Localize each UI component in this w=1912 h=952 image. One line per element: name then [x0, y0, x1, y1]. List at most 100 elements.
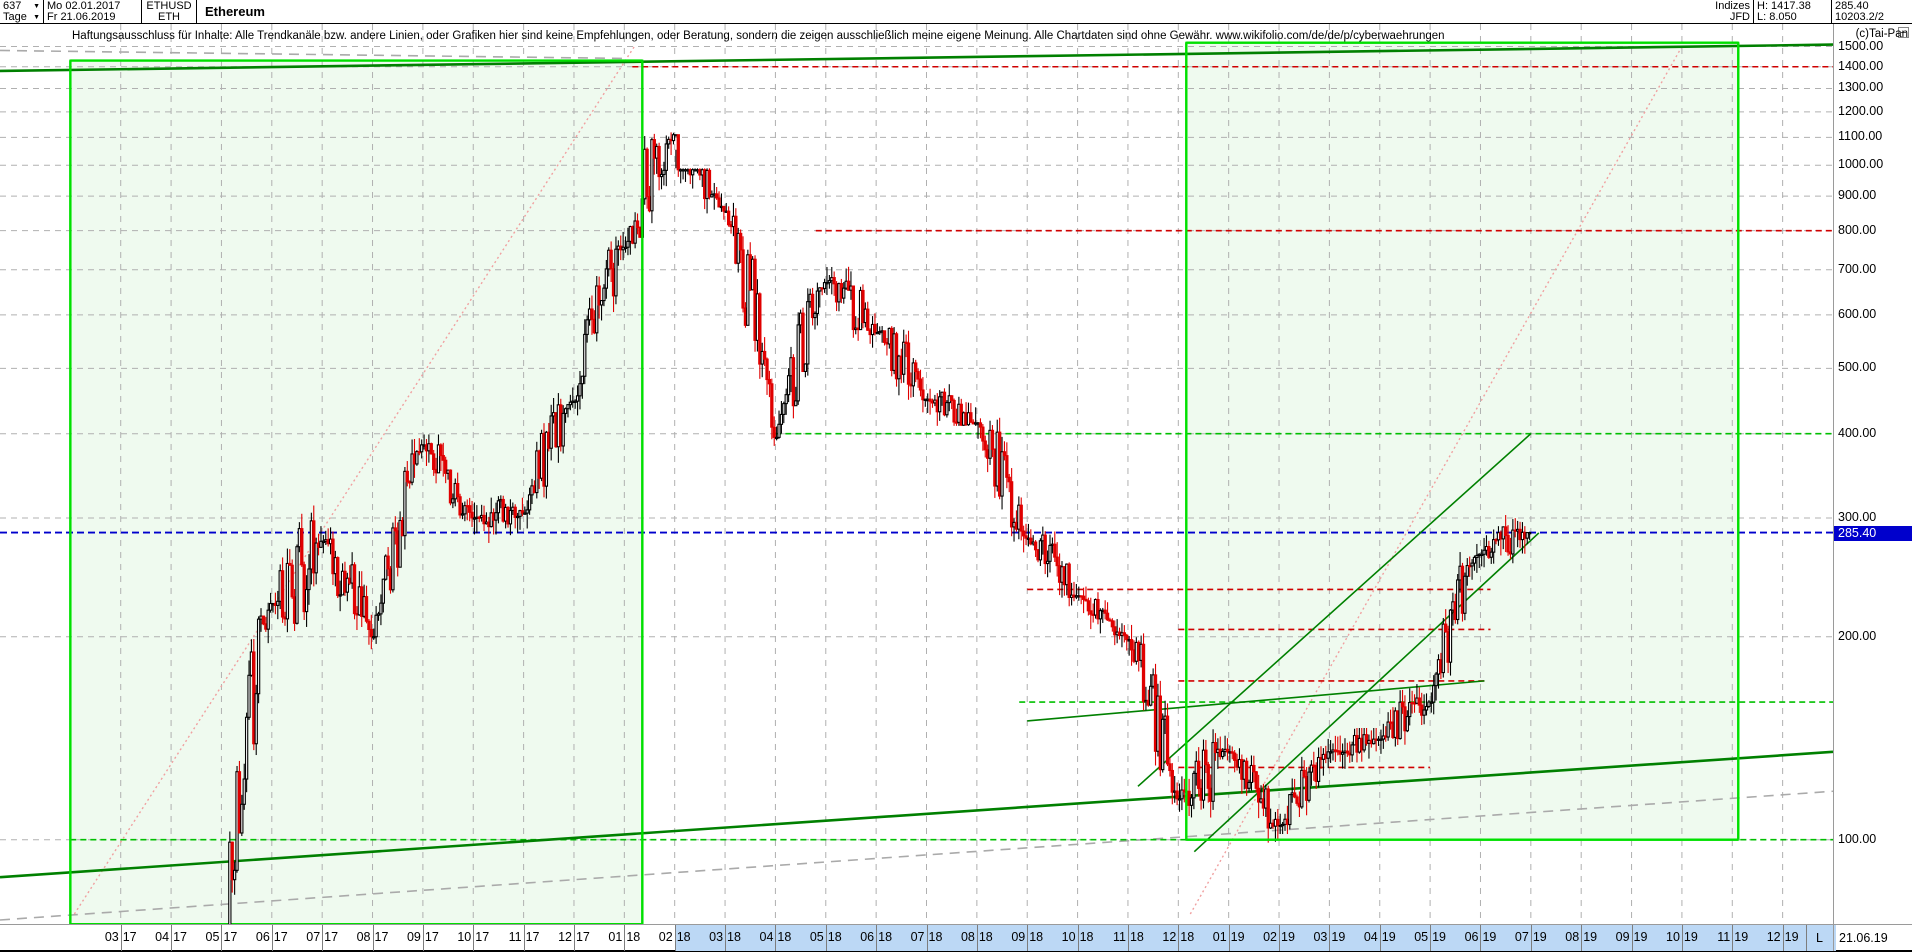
candle-body — [336, 557, 340, 596]
price-tick-label: 600.00 — [1838, 306, 1877, 321]
candle-body — [508, 509, 513, 525]
candle-body — [810, 293, 815, 319]
candle-body — [1456, 579, 1460, 621]
time-axis-tick — [1279, 925, 1281, 951]
candle-body — [295, 546, 299, 624]
candle-body — [285, 562, 290, 620]
candle-body — [902, 341, 906, 375]
time-axis-tick — [725, 925, 727, 951]
source-group: Indizes — [1715, 0, 1750, 12]
candle-body — [626, 240, 630, 248]
candle-body — [247, 674, 251, 718]
time-axis[interactable]: 03 17 04 17 05 17 06 17 07 17 08 17 09 17 10 17 11 17 12 17… — [0, 924, 1912, 952]
candle-body — [794, 400, 798, 407]
candle-body — [825, 282, 829, 285]
chevron-down-icon-2[interactable]: ▼ — [33, 13, 40, 21]
time-axis-label: 12 17 — [558, 930, 590, 944]
candle-body — [523, 512, 527, 515]
candle-body — [468, 505, 472, 513]
candle-body — [367, 620, 371, 630]
candle-body — [1372, 738, 1376, 745]
candle-body — [969, 412, 973, 423]
candle-body — [256, 618, 261, 695]
candle-body — [376, 613, 381, 616]
candle-body — [448, 469, 453, 504]
candle-body — [1288, 794, 1292, 826]
candle-body — [662, 169, 666, 176]
candle-body — [403, 470, 407, 537]
candle-body — [722, 205, 726, 212]
candle-body — [978, 422, 983, 428]
candle-body — [458, 496, 462, 516]
candle-body — [280, 570, 285, 618]
candle-body — [1033, 541, 1038, 551]
candle-body — [415, 451, 419, 465]
candle-body — [441, 455, 445, 461]
candle-body — [372, 636, 376, 639]
candle-body — [381, 578, 385, 604]
candle-body — [1149, 685, 1153, 706]
candle-body — [1295, 796, 1299, 804]
price-tick-label: 1200.00 — [1838, 103, 1884, 118]
candle-body — [623, 246, 628, 249]
candle-body — [983, 440, 987, 451]
price-tick-label: 200.00 — [1838, 628, 1877, 643]
candle-body — [1019, 504, 1023, 532]
time-axis-label: 12 18 — [1162, 930, 1195, 944]
time-axis-label: 09 18 — [1011, 930, 1044, 944]
time-axis-tick — [422, 925, 424, 951]
candle-body — [815, 290, 820, 315]
candle-body — [866, 308, 870, 331]
candle-body — [1204, 749, 1208, 766]
chevron-down-icon[interactable]: ▼ — [33, 2, 40, 10]
candle-body — [482, 514, 486, 525]
candle-body — [1096, 598, 1100, 620]
candle-body — [779, 413, 784, 425]
candle-body — [707, 169, 712, 198]
candle-body — [444, 459, 448, 474]
time-axis-tick — [1530, 925, 1532, 951]
header-bars-cell[interactable]: 637 ▼ Tage ▼ — [0, 0, 44, 23]
candle-body — [1448, 609, 1453, 663]
candle-body — [599, 300, 604, 306]
time-axis-label: 06 19 — [1464, 930, 1497, 944]
candle-body — [1161, 718, 1165, 771]
time-axis-tick — [171, 925, 173, 951]
candle-body — [635, 220, 640, 229]
candle-body — [1009, 481, 1014, 528]
time-axis-label: 05 17 — [205, 930, 238, 944]
candle-body — [494, 512, 498, 521]
candle-body — [786, 375, 791, 396]
candle-body — [741, 249, 745, 309]
time-axis-tick — [473, 925, 475, 951]
candle-body — [1300, 769, 1304, 808]
candle-body — [432, 453, 436, 470]
candle-body — [1230, 751, 1234, 754]
candle-body — [1024, 535, 1028, 539]
candle-body — [338, 594, 342, 597]
candle-body — [1213, 741, 1218, 754]
time-axis-tick — [271, 925, 273, 951]
minimize-icon[interactable] — [1898, 27, 1909, 38]
candle-body — [762, 350, 767, 360]
candle-body — [882, 330, 887, 343]
interval-label: Tage — [3, 10, 27, 23]
candle-body — [614, 248, 618, 297]
candle-body — [928, 398, 932, 402]
time-axis-label: 08 17 — [356, 930, 389, 944]
time-axis-tick — [1681, 925, 1683, 951]
candle-body — [1309, 764, 1314, 773]
time-axis-tick — [523, 925, 525, 951]
price-axis[interactable]: 1500.00 1400.00 1300.00 1200.00 1100.00 1000.… — [1833, 24, 1912, 924]
candle-body — [1165, 715, 1170, 765]
candle-body — [1197, 760, 1201, 789]
header-symbol-cell[interactable]: ETHUSD ETH — [142, 0, 197, 23]
candle-body — [758, 293, 762, 365]
candle-body — [1201, 749, 1206, 801]
candle-body — [583, 333, 587, 377]
price-chart-canvas[interactable] — [0, 24, 1833, 924]
candle-body — [244, 716, 249, 780]
candle-body — [1175, 790, 1179, 800]
candle-body — [345, 577, 349, 593]
candle-body — [715, 193, 719, 199]
